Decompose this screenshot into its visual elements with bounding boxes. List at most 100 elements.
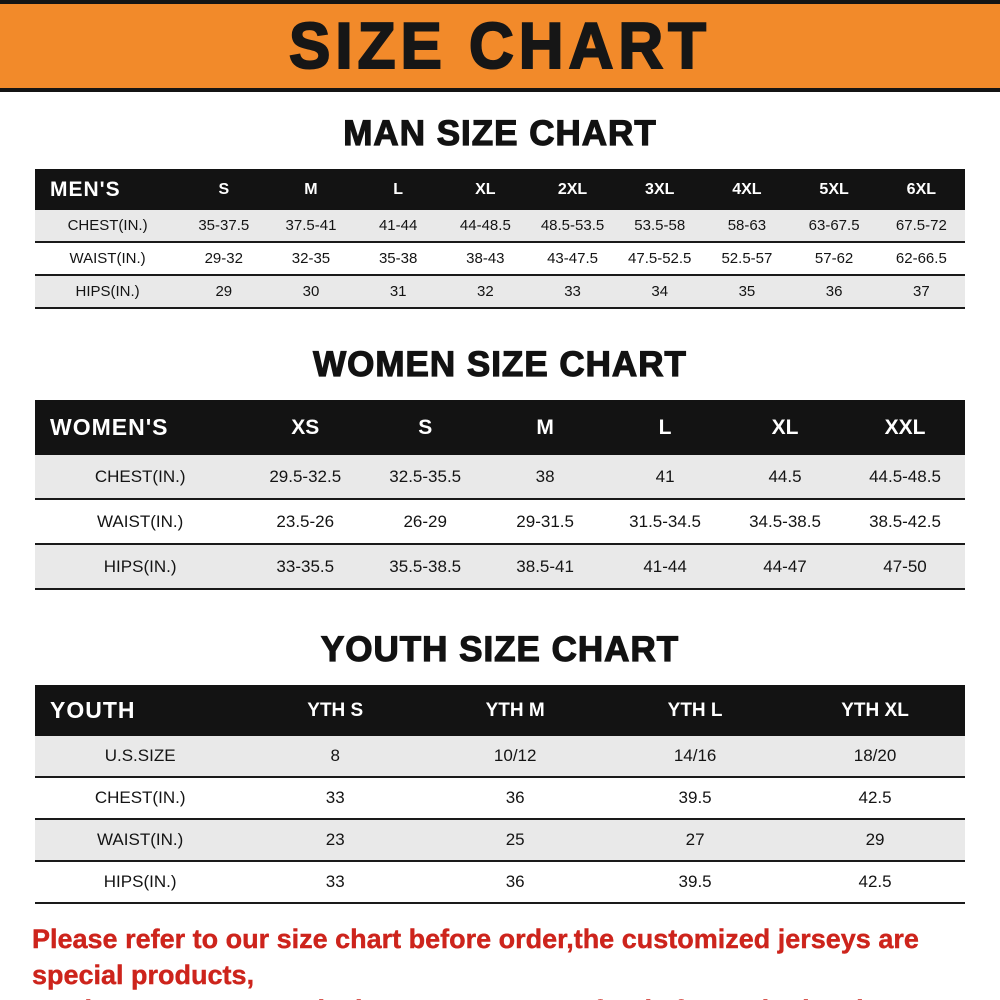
column-header: 2XL xyxy=(528,169,617,210)
cell: 67.5-72 xyxy=(895,217,947,234)
cell: 35-38 xyxy=(378,250,418,267)
table-row: HIPS(IN.) 33-35.5 35.5-38.5 38.5-41 41-44 44-… xyxy=(35,544,965,589)
row-label: HIPS(IN.) xyxy=(75,283,140,300)
youth-size-table-container: YOUTH YTH S YTH M YTH L YTH XL U.S.SIZE 8 10/12… xyxy=(35,685,965,904)
header-row: YOUTH YTH S YTH M YTH L YTH XL xyxy=(35,685,965,736)
cell: 33-35.5 xyxy=(276,556,335,576)
cell: 44-47 xyxy=(763,556,807,576)
cell: 39.5 xyxy=(678,872,712,891)
table-row: HIPS(IN.) 29 30 31 32 33 34 35 36 37 xyxy=(35,275,965,308)
note-line-1: Please refer to our size chart before or… xyxy=(32,924,919,990)
cell: 57-62 xyxy=(814,250,854,267)
size-table: WOMEN'S XS S M L XL XXL CHEST(IN.) 29.5-32.5 32.5… xyxy=(35,400,965,590)
table-row: WAIST(IN.) 23.5-26 26-29 29-31.5 31.5-34.5 34… xyxy=(35,499,965,544)
men-size-section: MAN SIZE CHART MEN'S S M L XL 2XL 3XL 4XL 5XL 6XL… xyxy=(0,113,1000,309)
table-row: HIPS(IN.) 33 36 39.5 42.5 xyxy=(35,861,965,903)
women-size-table-container: WOMEN'S XS S M L XL XXL CHEST(IN.) 29.5-32.5 32.5… xyxy=(35,400,965,590)
cell: 18/20 xyxy=(853,746,897,765)
cell: 29 xyxy=(865,830,885,849)
women-size-section: WOMEN SIZE CHART WOMEN'S XS S M L XL XXL CHEST(… xyxy=(0,344,1000,590)
header-row: MEN'S S M L XL 2XL 3XL 4XL 5XL 6XL xyxy=(35,169,965,210)
row-label: CHEST(IN.) xyxy=(94,466,186,486)
column-header: XL xyxy=(441,169,529,210)
table-corner-label: YOUTH xyxy=(35,685,246,736)
cell: 47.5-52.5 xyxy=(628,250,692,267)
banner: SIZE CHART xyxy=(0,0,1000,92)
cell: 42.5 xyxy=(858,872,892,891)
cell: 43-47.5 xyxy=(547,250,598,267)
cell: 53.5-58 xyxy=(634,217,686,234)
column-header: 3XL xyxy=(616,169,704,210)
cell: 36 xyxy=(825,283,843,300)
column-header: XL xyxy=(725,400,845,455)
row-label: WAIST(IN.) xyxy=(69,250,146,267)
row-label: WAIST(IN.) xyxy=(97,511,184,531)
cell: 52.5-57 xyxy=(721,250,773,267)
cell: 25 xyxy=(505,830,525,849)
cell: 27 xyxy=(685,830,705,849)
column-header: 4XL xyxy=(703,169,791,210)
cell: 44.5-48.5 xyxy=(869,466,941,486)
cell: 38.5-42.5 xyxy=(869,511,941,531)
row-label: U.S.SIZE xyxy=(104,746,176,765)
size-table: MEN'S S M L XL 2XL 3XL 4XL 5XL 6XL CHEST(IN.) 35-37… xyxy=(35,169,965,309)
youth-size-section: YOUTH SIZE CHART YOUTH YTH S YTH M YTH L YTH… xyxy=(0,629,1000,904)
column-header: L xyxy=(605,400,726,455)
cell: 33 xyxy=(564,283,581,300)
table-row: WAIST(IN.) 29-32 32-35 35-38 38-43 43-47.5 47.… xyxy=(35,242,965,275)
cell: 37 xyxy=(913,283,930,300)
banner-title: SIZE CHART xyxy=(288,9,711,83)
cell: 35-37.5 xyxy=(198,217,250,234)
cell: 29.5-32.5 xyxy=(269,466,342,486)
cell: 34 xyxy=(651,283,669,300)
disclaimer-note: Please refer to our size chart before or… xyxy=(32,922,972,1000)
column-header: YTH XL xyxy=(785,685,965,736)
men-section-heading: MAN SIZE CHART xyxy=(343,113,657,153)
cell: 58-63 xyxy=(727,217,767,234)
cell: 36 xyxy=(505,872,525,891)
cell: 33 xyxy=(325,788,345,807)
column-header: M xyxy=(485,400,606,455)
table-corner-label: MEN'S xyxy=(35,169,181,210)
cell: 29-31.5 xyxy=(516,511,574,531)
table-row: CHEST(IN.) 35-37.5 37.5-41 41-44 44-48.5 48.5… xyxy=(35,210,965,242)
column-header: XXL xyxy=(844,400,965,455)
column-header: 6XL xyxy=(877,169,965,210)
column-header: M xyxy=(267,169,355,210)
size-table: YOUTH YTH S YTH M YTH L YTH XL U.S.SIZE 8 10/12… xyxy=(35,685,965,904)
cell: 33 xyxy=(325,872,345,891)
youth-section-heading: YOUTH SIZE CHART xyxy=(320,629,680,669)
cell: 23 xyxy=(325,830,345,849)
cell: 41-44 xyxy=(378,217,418,234)
cell: 30 xyxy=(302,283,320,300)
cell: 29-32 xyxy=(204,250,243,267)
row-label: HIPS(IN.) xyxy=(103,872,177,891)
cell: 37.5-41 xyxy=(285,217,337,234)
table-row: WAIST(IN.) 23 25 27 29 xyxy=(35,819,965,861)
cell: 35 xyxy=(738,283,756,300)
cell: 48.5-53.5 xyxy=(540,217,605,234)
cell: 29 xyxy=(215,283,233,300)
column-header: S xyxy=(180,169,268,210)
cell: 62-66.5 xyxy=(895,250,947,267)
cell: 14/16 xyxy=(673,746,717,765)
cell: 35.5-38.5 xyxy=(389,556,462,576)
table-row: CHEST(IN.) 33 36 39.5 42.5 xyxy=(35,777,965,819)
table-row: U.S.SIZE 8 10/12 14/16 18/20 xyxy=(35,736,965,777)
cell: 41 xyxy=(655,466,675,486)
cell: 23.5-26 xyxy=(276,511,335,531)
row-label: CHEST(IN.) xyxy=(67,217,148,234)
table-corner-label: WOMEN'S xyxy=(35,400,246,455)
cell: 26-29 xyxy=(403,511,447,531)
row-label: HIPS(IN.) xyxy=(103,556,177,576)
cell: 32.5-35.5 xyxy=(389,466,462,486)
cell: 32 xyxy=(477,283,494,300)
column-header: YTH L xyxy=(605,685,786,736)
column-header: YTH S xyxy=(245,685,426,736)
note-line-2: we don't accept cancel, change, teturn o… xyxy=(32,993,972,1000)
men-size-table-container: MEN'S S M L XL 2XL 3XL 4XL 5XL 6XL CHEST(IN.) 35-37… xyxy=(35,169,965,309)
cell: 34.5-38.5 xyxy=(749,511,821,531)
cell: 31.5-34.5 xyxy=(629,511,701,531)
cell: 10/12 xyxy=(493,746,537,765)
